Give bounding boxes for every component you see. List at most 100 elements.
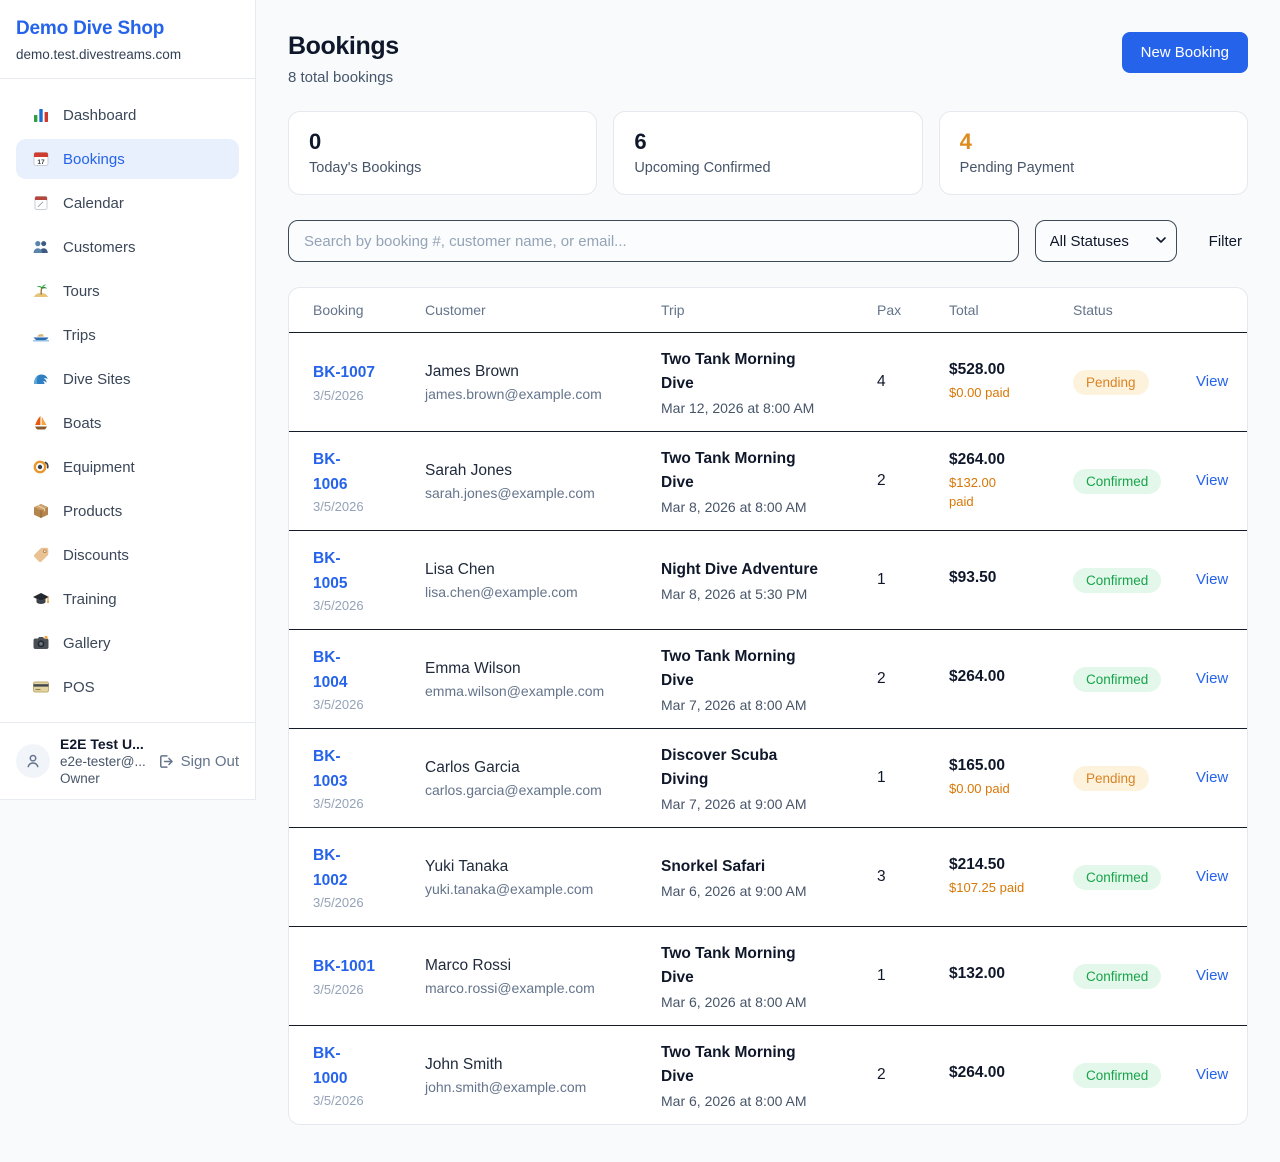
sidebar-item-calendar[interactable]: Calendar — [16, 183, 239, 223]
table-row: BK- 1004 3/5/2026 Emma Wilson emma.wilso… — [289, 629, 1247, 728]
sidebar-item-equipment[interactable]: Equipment — [16, 447, 239, 487]
customer-email: yuki.tanaka@example.com — [425, 880, 594, 897]
total-amount: $93.50 — [949, 569, 997, 586]
status-badge: Confirmed — [1073, 1062, 1162, 1088]
new-booking-button[interactable]: New Booking — [1121, 32, 1248, 73]
booking-date: 3/5/2026 — [313, 387, 364, 403]
total-amount: $214.50 — [949, 856, 1006, 874]
booking-id-link[interactable]: BK-1007 — [313, 364, 376, 382]
sidebar-item-boats[interactable]: Boats — [16, 403, 239, 443]
speedboat-icon — [32, 326, 50, 344]
stat-label: Upcoming Confirmed — [634, 160, 771, 177]
user-icon — [27, 754, 39, 768]
brand-title: Demo Dive Shop — [16, 18, 165, 39]
booking-id-link[interactable]: BK- 1002 — [313, 847, 348, 889]
user-email: e2e-tester@... — [60, 754, 146, 769]
sidebar-item-dashboard[interactable]: Dashboard — [16, 95, 239, 135]
total-amount: $528.00 — [949, 361, 1006, 379]
total-amount: $264.00 — [949, 1064, 1006, 1081]
view-link[interactable]: View — [1196, 1066, 1229, 1083]
people-icon — [32, 238, 50, 256]
pax-count: 1 — [877, 571, 886, 588]
sidebar-item-training[interactable]: Training — [16, 579, 239, 619]
sidebar-item-dive-sites[interactable]: Dive Sites — [16, 359, 239, 399]
trip-time: Mar 6, 2026 at 8:00 AM — [661, 994, 807, 1011]
page-header: Bookings 8 total bookings New Booking — [288, 32, 1248, 86]
table-row: BK-1001 3/5/2026 Marco Rossi marco.rossi… — [289, 926, 1247, 1025]
booking-id-link[interactable]: BK- 1006 — [313, 451, 348, 493]
stat-card-today-s-bookings: 0 Today's Bookings — [288, 111, 598, 195]
trip-name: Two Tank Morning Dive — [661, 944, 796, 986]
view-link[interactable]: View — [1196, 769, 1229, 786]
column-header-booking: Booking — [313, 302, 364, 318]
customer-name: Yuki Tanaka — [425, 857, 509, 875]
sidebar-item-discounts[interactable]: Discounts — [16, 535, 239, 575]
camera-icon — [32, 634, 50, 652]
bookings-table: Booking Customer Trip Pax Total Status B… — [288, 287, 1248, 1125]
pax-count: 1 — [877, 769, 886, 786]
sidebar: Demo Dive Shop demo.test.divestreams.com… — [0, 0, 256, 800]
island-icon — [32, 282, 50, 300]
user-role: Owner — [60, 771, 100, 786]
sign-out-button[interactable]: Sign Out — [157, 753, 239, 770]
booking-id-link[interactable]: BK-1001 — [313, 958, 376, 976]
sign-out-label: Sign Out — [180, 752, 239, 770]
booking-id-link[interactable]: BK- 1003 — [313, 748, 348, 790]
trip-time: Mar 7, 2026 at 8:00 AM — [661, 697, 807, 714]
pax-count: 3 — [877, 868, 886, 885]
filter-button[interactable]: Filter — [1203, 225, 1248, 258]
page-title: Bookings — [288, 32, 399, 60]
sidebar-item-products[interactable]: Products — [16, 491, 239, 531]
view-link[interactable]: View — [1196, 373, 1229, 390]
sidebar-item-trips[interactable]: Trips — [16, 315, 239, 355]
view-link[interactable]: View — [1196, 868, 1229, 885]
column-header-status: Status — [1073, 302, 1113, 318]
view-link[interactable]: View — [1196, 967, 1229, 984]
customer-name: Carlos Garcia — [425, 758, 520, 776]
view-link[interactable]: View — [1196, 571, 1229, 588]
trip-name: Two Tank Morning Dive — [661, 449, 796, 491]
user-info: E2E Test U... e2e-tester@... Owner — [60, 736, 147, 786]
booking-id-link[interactable]: BK- 1004 — [313, 649, 348, 691]
sidebar-item-bookings[interactable]: 17 Bookings — [16, 139, 239, 179]
pax-count: 2 — [877, 670, 886, 687]
user-name: E2E Test U... — [60, 736, 144, 752]
avatar — [16, 744, 50, 778]
stat-label: Today's Bookings — [309, 160, 422, 177]
table-body: BK-1007 3/5/2026 James Brown james.brown… — [289, 332, 1247, 1124]
status-filter-select[interactable]: All Statuses — [1034, 220, 1177, 262]
status-badge: Confirmed — [1073, 567, 1162, 593]
trip-name: Snorkel Safari — [661, 857, 766, 875]
dive-mask-icon — [32, 458, 50, 476]
customer-email: james.brown@example.com — [425, 385, 602, 402]
tearoff-calendar-icon — [32, 194, 50, 212]
trip-name: Two Tank Morning Dive — [661, 647, 796, 689]
customer-email: lisa.chen@example.com — [425, 583, 578, 600]
sidebar-item-pos[interactable]: POS — [16, 667, 239, 707]
trip-name: Two Tank Morning Dive — [661, 350, 796, 392]
total-amount: $165.00 — [949, 757, 1006, 775]
trip-time: Mar 8, 2026 at 8:00 AM — [661, 499, 807, 516]
pax-count: 1 — [877, 967, 886, 984]
trip-time: Mar 6, 2026 at 9:00 AM — [661, 883, 807, 899]
brand-domain: demo.test.divestreams.com — [16, 47, 182, 62]
booking-id-link[interactable]: BK- 1005 — [313, 550, 348, 592]
brand-link[interactable]: Demo Dive Shop demo.test.divestreams.com — [0, 0, 255, 79]
paid-amount: $0.00 paid — [949, 385, 1010, 401]
paid-amount: $0.00 paid — [949, 781, 1010, 797]
stat-value: 6 — [634, 129, 647, 154]
paid-amount: $107.25 paid — [949, 880, 1025, 896]
sidebar-item-gallery[interactable]: Gallery — [16, 623, 239, 663]
view-link[interactable]: View — [1196, 670, 1229, 687]
search-input[interactable] — [288, 220, 1019, 262]
trip-name: Two Tank Morning Dive — [661, 1043, 796, 1085]
status-badge: Confirmed — [1073, 963, 1162, 989]
sidebar-item-customers[interactable]: Customers — [16, 227, 239, 267]
status-badge: Pending — [1073, 765, 1149, 791]
stat-card-upcoming-confirmed: 6 Upcoming Confirmed — [613, 111, 923, 195]
tag-icon — [32, 546, 50, 564]
booking-id-link[interactable]: BK- 1000 — [313, 1045, 348, 1087]
view-link[interactable]: View — [1196, 472, 1229, 489]
sidebar-item-tours[interactable]: Tours — [16, 271, 239, 311]
customer-name: James Brown — [425, 362, 519, 380]
